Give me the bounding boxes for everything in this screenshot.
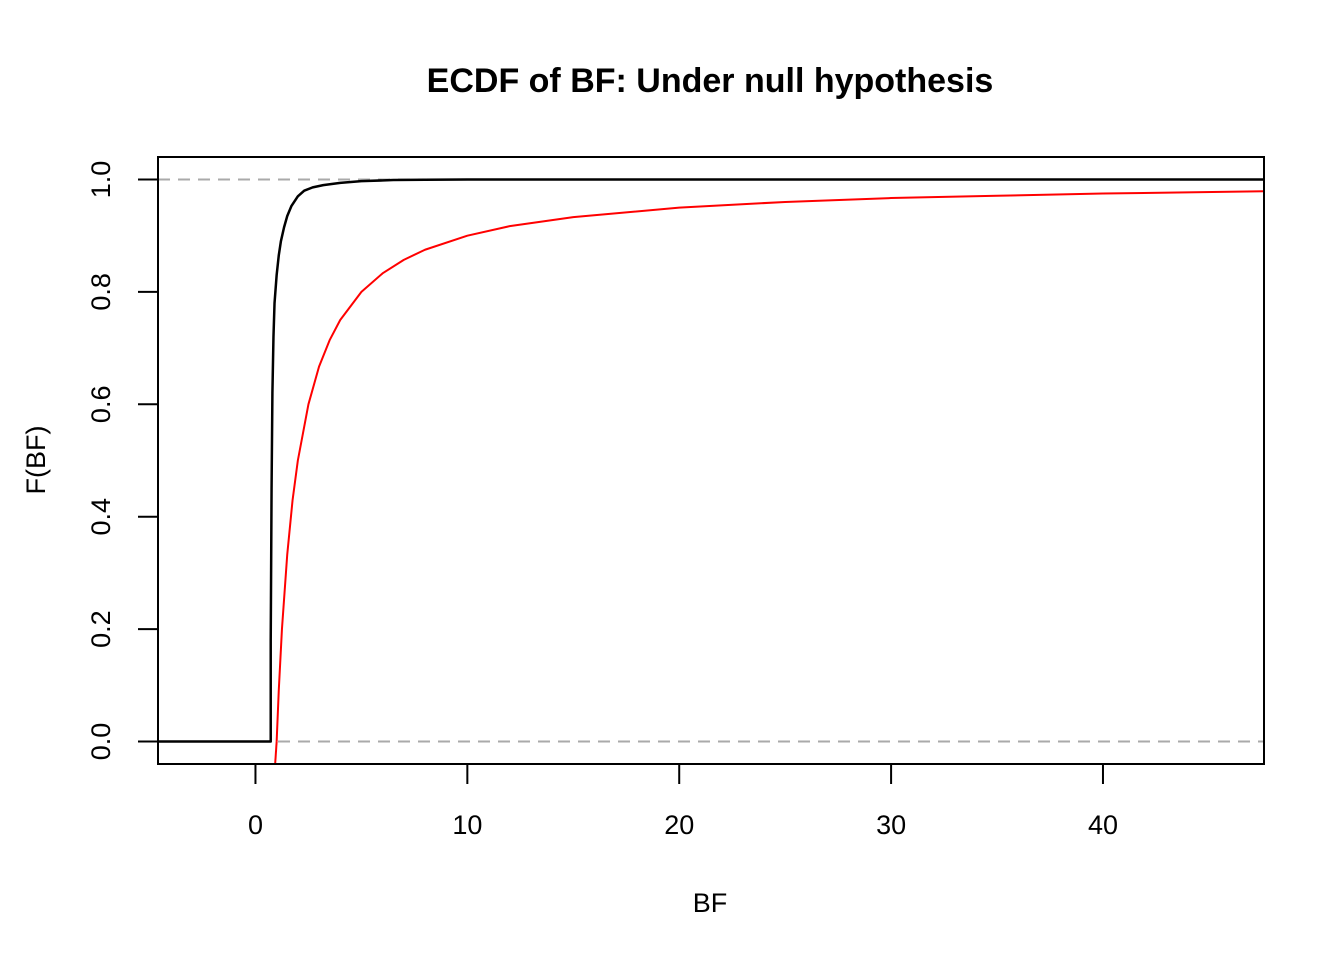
y-tick-label-1: 0.2 <box>86 610 116 648</box>
x-tick-label-4: 40 <box>1088 810 1118 840</box>
series-line-1 <box>275 190 1265 742</box>
y-axis: 0.0 0.2 0.4 0.6 0.8 1.0 <box>86 161 159 761</box>
y-tick-label-3: 0.6 <box>86 386 116 424</box>
series-line-0 <box>158 178 1264 743</box>
reference-lines <box>158 178 1264 743</box>
x-tick-label-3: 30 <box>876 810 906 840</box>
x-axis-label: BF <box>693 888 728 918</box>
x-tick-label-0: 0 <box>248 810 263 840</box>
x-tick-label-2: 20 <box>664 810 694 840</box>
x-axis: 0 10 20 30 40 <box>248 763 1118 840</box>
y-axis-label: F(BF) <box>21 426 51 495</box>
x-tick-label-1: 10 <box>452 810 482 840</box>
plot-frame <box>157 156 1265 765</box>
y-tick-label-2: 0.4 <box>86 498 116 536</box>
series-line-1-tail <box>274 741 278 765</box>
y-tick-label-0: 0.0 <box>86 723 116 761</box>
series-layer <box>158 178 1265 765</box>
chart-title: ECDF of BF: Under null hypothesis <box>427 62 994 100</box>
y-tick-label-5: 1.0 <box>86 161 116 199</box>
y-tick-label-4: 0.8 <box>86 273 116 311</box>
